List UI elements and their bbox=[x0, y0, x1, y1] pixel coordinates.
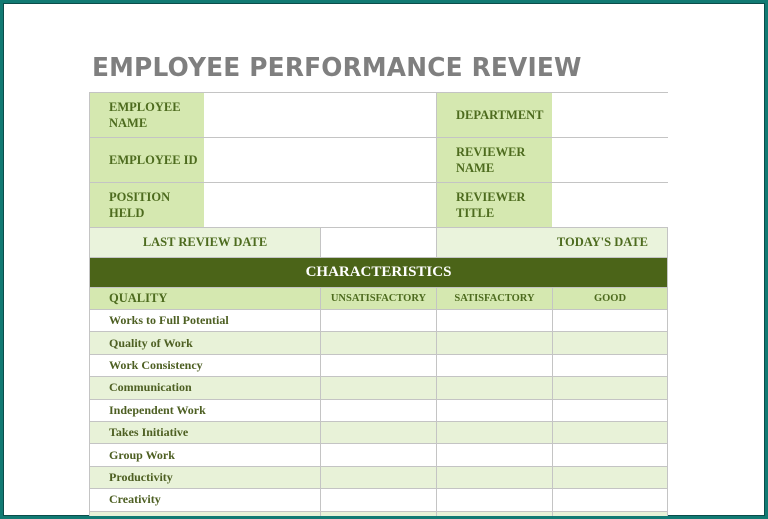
department-field[interactable] bbox=[552, 92, 668, 138]
department-label: DEPARTMENT bbox=[436, 92, 553, 138]
reviewer-name-label: REVIEWER NAME bbox=[436, 137, 553, 183]
reviewer-title-label: REVIEWER TITLE bbox=[436, 182, 553, 228]
good-cell[interactable] bbox=[552, 376, 668, 400]
unsatisfactory-cell[interactable] bbox=[320, 421, 437, 445]
quality-label: H... bbox=[89, 510, 321, 516]
table-row: Takes Initiative bbox=[89, 421, 668, 445]
satisfactory-cell[interactable] bbox=[436, 376, 553, 400]
good-cell[interactable] bbox=[552, 488, 668, 512]
position-held-label: POSITION HELD bbox=[89, 182, 205, 228]
last-review-date-label: LAST REVIEW DATE bbox=[89, 227, 321, 258]
table-row: Work Consistency bbox=[89, 353, 668, 378]
good-cell[interactable] bbox=[552, 353, 668, 378]
info-row-3: POSITION HELD REVIEWER TITLE bbox=[89, 182, 668, 228]
table-row: Works to Full Potential bbox=[89, 309, 668, 333]
satisfactory-cell[interactable] bbox=[436, 465, 553, 490]
unsatisfactory-cell[interactable] bbox=[320, 488, 437, 512]
unsatisfactory-cell[interactable] bbox=[320, 465, 437, 490]
last-review-date-field[interactable] bbox=[320, 227, 437, 258]
quality-label: Communication bbox=[89, 376, 321, 400]
quality-label: Independent Work bbox=[89, 398, 321, 422]
quality-label: Work Consistency bbox=[89, 353, 321, 378]
todays-date-label: TODAY'S DATE bbox=[436, 227, 668, 258]
satisfactory-cell[interactable] bbox=[436, 488, 553, 512]
column-header-good: GOOD bbox=[552, 287, 668, 310]
quality-label: Creativity bbox=[89, 488, 321, 512]
good-cell[interactable] bbox=[552, 331, 668, 355]
quality-label: Group Work bbox=[89, 443, 321, 467]
table-row: H... bbox=[89, 510, 668, 516]
satisfactory-cell[interactable] bbox=[436, 421, 553, 445]
unsatisfactory-cell[interactable] bbox=[320, 510, 437, 516]
unsatisfactory-cell[interactable] bbox=[320, 376, 437, 400]
column-header-unsatisfactory: UNSATISFACTORY bbox=[320, 287, 437, 310]
reviewer-name-field[interactable] bbox=[552, 137, 668, 183]
position-held-field[interactable] bbox=[204, 182, 437, 228]
good-cell[interactable] bbox=[552, 421, 668, 445]
table-row: Quality of Work bbox=[89, 331, 668, 355]
column-header-row: QUALITY UNSATISFACTORY SATISFACTORY GOOD bbox=[89, 287, 668, 310]
quality-label: Quality of Work bbox=[89, 331, 321, 355]
good-cell[interactable] bbox=[552, 510, 668, 516]
employee-name-label: EMPLOYEE NAME bbox=[89, 92, 205, 138]
info-row-2: EMPLOYEE ID REVIEWER NAME bbox=[89, 137, 668, 183]
table-row: Productivity bbox=[89, 465, 668, 490]
reviewer-title-field[interactable] bbox=[552, 182, 668, 228]
satisfactory-cell[interactable] bbox=[436, 510, 553, 516]
quality-label: Works to Full Potential bbox=[89, 309, 321, 333]
satisfactory-cell[interactable] bbox=[436, 443, 553, 467]
satisfactory-cell[interactable] bbox=[436, 353, 553, 378]
unsatisfactory-cell[interactable] bbox=[320, 309, 437, 333]
satisfactory-cell[interactable] bbox=[436, 309, 553, 333]
employee-id-field[interactable] bbox=[204, 137, 437, 183]
satisfactory-cell[interactable] bbox=[436, 398, 553, 422]
date-row: LAST REVIEW DATE TODAY'S DATE bbox=[89, 227, 668, 258]
table-row: Communication bbox=[89, 376, 668, 400]
characteristics-title: CHARACTERISTICS bbox=[89, 257, 668, 288]
good-cell[interactable] bbox=[552, 398, 668, 422]
page-title: EMPLOYEE PERFORMANCE REVIEW bbox=[92, 53, 582, 83]
good-cell[interactable] bbox=[552, 465, 668, 490]
column-header-satisfactory: SATISFACTORY bbox=[436, 287, 553, 310]
quality-label: Takes Initiative bbox=[89, 421, 321, 445]
characteristics-header: CHARACTERISTICS bbox=[89, 257, 668, 288]
quality-label: Productivity bbox=[89, 465, 321, 490]
table-row: Group Work bbox=[89, 443, 668, 467]
unsatisfactory-cell[interactable] bbox=[320, 331, 437, 355]
info-row-1: EMPLOYEE NAME DEPARTMENT bbox=[89, 92, 668, 138]
column-header-quality: QUALITY bbox=[89, 287, 321, 310]
table-row: Creativity bbox=[89, 488, 668, 512]
unsatisfactory-cell[interactable] bbox=[320, 443, 437, 467]
employee-id-label: EMPLOYEE ID bbox=[89, 137, 205, 183]
good-cell[interactable] bbox=[552, 309, 668, 333]
good-cell[interactable] bbox=[552, 443, 668, 467]
satisfactory-cell[interactable] bbox=[436, 331, 553, 355]
unsatisfactory-cell[interactable] bbox=[320, 353, 437, 378]
table-row: Independent Work bbox=[89, 398, 668, 422]
unsatisfactory-cell[interactable] bbox=[320, 398, 437, 422]
employee-name-field[interactable] bbox=[204, 92, 437, 138]
